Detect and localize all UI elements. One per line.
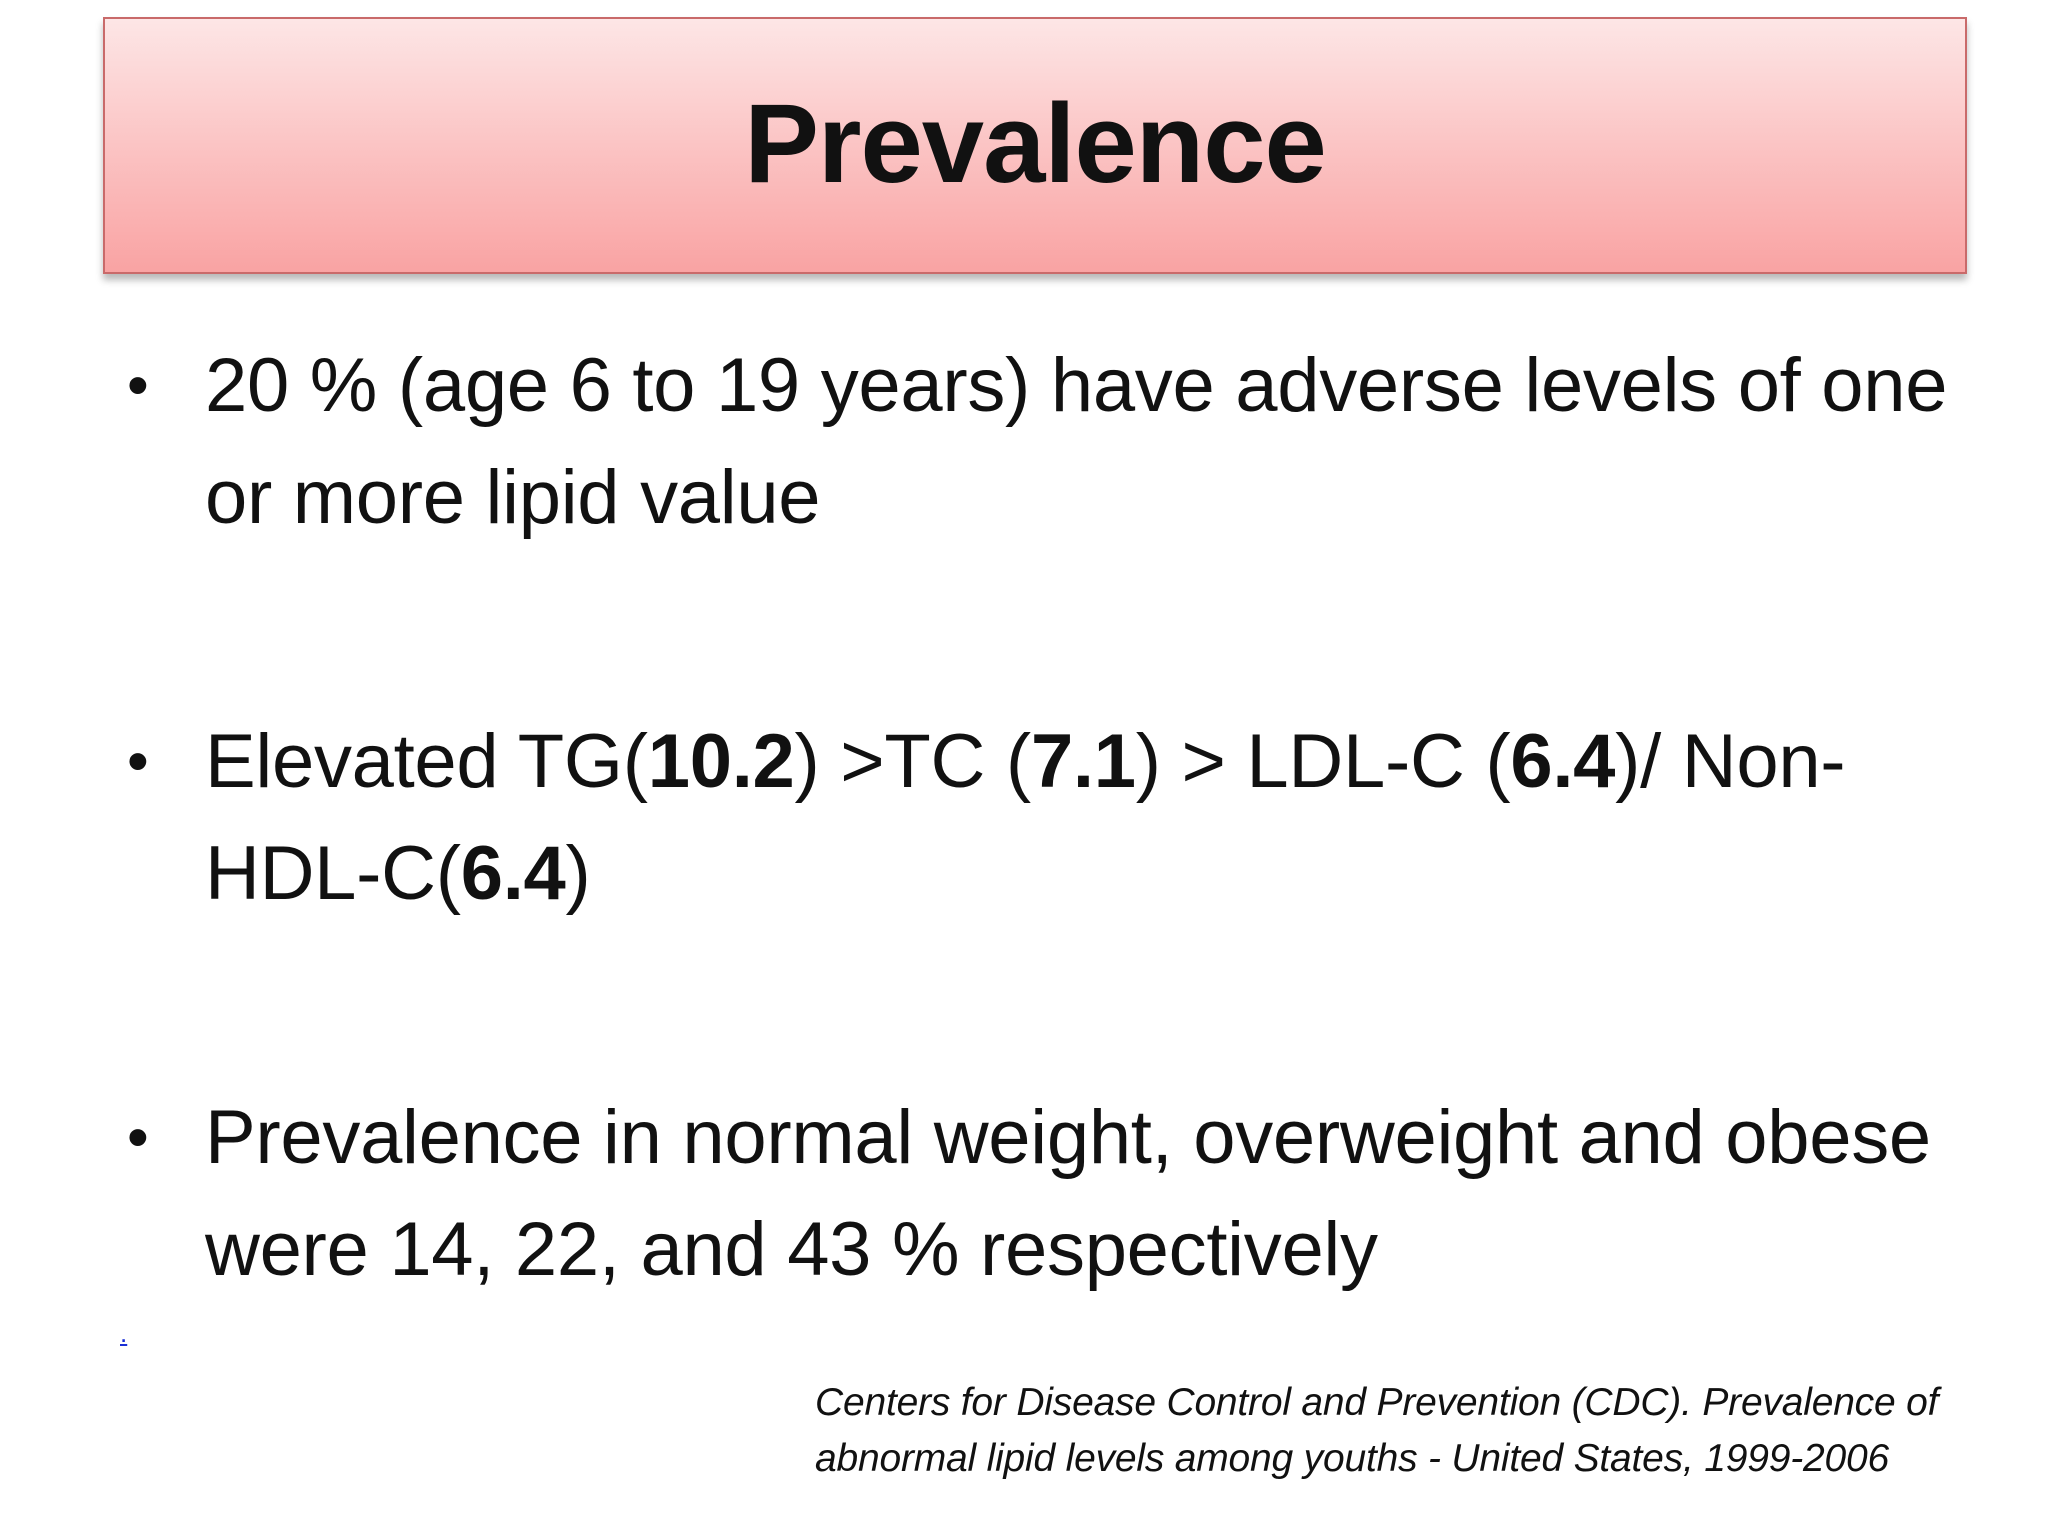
hyperlink[interactable]: .: [120, 1318, 128, 1348]
slide-title: Prevalence: [744, 80, 1327, 206]
ldl-c-value: 6.4: [1510, 719, 1616, 804]
bullet-dot-icon: •: [127, 1103, 149, 1172]
bullet-text-part: Elevated TG(: [205, 719, 648, 804]
tg-value: 10.2: [647, 719, 795, 804]
bullet-text-3: Prevalence in normal weight, overweight …: [205, 1082, 1985, 1306]
bullet-text-part: 20 % (age 6 to 19 years) have adverse le…: [205, 343, 1948, 540]
bullet-dot-icon: •: [127, 727, 149, 796]
bullet-text-part: ): [565, 831, 591, 916]
tc-value: 7.1: [1030, 719, 1136, 804]
bullet-text-part: Prevalence in normal weight, overweight …: [205, 1095, 1931, 1292]
citation-text: Centers for Disease Control and Preventi…: [815, 1381, 1939, 1480]
bullet-item-2: • Elevated TG(10.2) >TC (7.1) > LDL-C (6…: [125, 706, 1985, 930]
title-banner: Prevalence: [103, 17, 1967, 274]
bullet-item-1: • 20 % (age 6 to 19 years) have adverse …: [125, 330, 1985, 554]
bullet-text-part: ) >TC (: [794, 719, 1031, 804]
bullet-item-3: • Prevalence in normal weight, overweigh…: [125, 1082, 1985, 1306]
non-hdl-c-value: 6.4: [460, 831, 566, 916]
bullet-text-2: Elevated TG(10.2) >TC (7.1) > LDL-C (6.4…: [205, 706, 1985, 930]
bullet-text-1: 20 % (age 6 to 19 years) have adverse le…: [205, 330, 1985, 554]
bullet-text-part: )/ Non-HDL-C(: [205, 719, 1846, 916]
bullet-text-part: ) > LDL-C (: [1135, 719, 1511, 804]
bullet-dot-icon: •: [127, 351, 149, 420]
